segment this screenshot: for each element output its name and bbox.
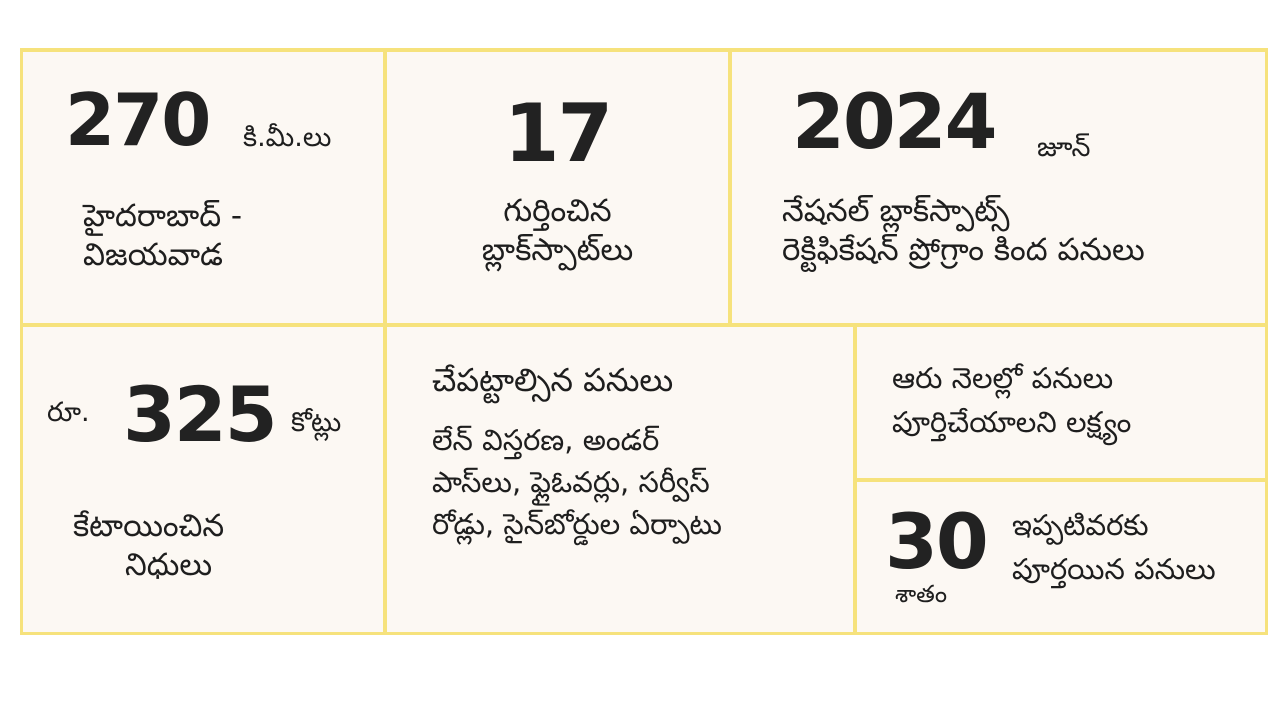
works-line1: లేన్ విస్తరణ, అండర్ <box>432 423 660 457</box>
progress-line2: పూర్తయిన పనులు <box>1012 551 1216 586</box>
works-cell: చేపట్టాల్సిన పనులు లేన్ విస్తరణ, అండర్ ప… <box>387 327 853 632</box>
route-line1: హైదరాబాద్ - <box>83 198 243 234</box>
program-cell: 2024 జూన్ నేషనల్ బ్లాక్‌స్పాట్స్ రెక్టిఫ… <box>732 52 1265 323</box>
works-list: లేన్ విస్తరణ, అండర్ పాస్‌లు, ఫ్లైఓవర్లు,… <box>432 419 722 545</box>
route-line2: విజయవాడ <box>83 236 223 273</box>
distance-route: హైదరాబాద్ - విజయవాడ <box>83 197 242 275</box>
grid-border-left <box>20 48 23 635</box>
progress-label: ఇప్పటివరకు పూర్తయిన పనులు <box>1012 504 1216 591</box>
grid-border-bottom <box>20 632 1268 635</box>
works-line3: రోడ్లు, సైన్‌బోర్డుల ఏర్పాటు <box>432 507 722 542</box>
grid-border-middle <box>20 323 1268 327</box>
distance-cell: 270 కి.మీ.లు హైదరాబాద్ - విజయవాడ <box>23 52 383 323</box>
works-heading: చేపట్టాల్సిన పనులు <box>432 361 674 399</box>
grid-divider <box>383 48 387 635</box>
progress-cell: 30 శాతం ఇప్పటివరకు పూర్తయిన పనులు <box>857 482 1265 632</box>
program-description: నేషనల్ బ్లాక్‌స్పాట్స్ రెక్టిఫికేషన్ ప్ర… <box>782 192 1145 270</box>
grid-border-right <box>1265 48 1268 635</box>
grid-divider <box>728 48 732 325</box>
target-line2: పూర్తిచేయాలని లక్ష్యం <box>892 404 1132 439</box>
progress-number: 30 <box>885 497 989 586</box>
distance-unit: కి.మీ.లు <box>243 122 332 153</box>
funds-line1: కేటాయించిన <box>73 508 225 544</box>
grid-border-top <box>20 48 1268 52</box>
funds-unit: కోట్లు <box>291 407 342 438</box>
blackspots-label: గుర్తించిన బ్లాక్‌స్పాట్‌లు <box>387 192 728 270</box>
distance-number: 270 <box>65 78 211 162</box>
funds-label: కేటాయించిన నిధులు <box>73 507 224 585</box>
funds-number: 325 <box>123 370 278 459</box>
program-line1: నేషనల్ బ్లాక్‌స్పాట్స్ <box>782 193 1010 229</box>
blackspots-line1: గుర్తించిన <box>503 193 612 229</box>
progress-line1: ఇప్పటివరకు <box>1012 508 1149 542</box>
blackspots-number: 17 <box>503 87 613 180</box>
target-text: ఆరు నెలల్లో పనులు పూర్తిచేయాలని లక్ష్యం <box>892 357 1131 444</box>
blackspots-cell: 17 గుర్తించిన బ్లాక్‌స్పాట్‌లు <box>387 52 728 323</box>
target-line1: ఆరు నెలల్లో పనులు <box>892 361 1114 395</box>
target-cell: ఆరు నెలల్లో పనులు పూర్తిచేయాలని లక్ష్యం <box>857 327 1265 478</box>
progress-unit: శాతం <box>895 580 948 608</box>
program-month: జూన్ <box>1037 132 1091 163</box>
grid-divider <box>855 478 1268 482</box>
funds-currency: రూ. <box>47 397 90 428</box>
program-year: 2024 <box>792 77 998 166</box>
funds-line2: నిధులు <box>125 546 213 583</box>
funds-cell: రూ. 325 కోట్లు కేటాయించిన నిధులు <box>23 327 383 632</box>
works-line2: పాస్‌లు, ఫ్లైఓవర్లు, సర్వీస్ <box>432 465 710 500</box>
program-line2: రెక్టిఫికేషన్ ప్రోగ్రాం కింద పనులు <box>782 231 1145 268</box>
blackspots-line2: బ్లాక్‌స్పాట్‌లు <box>481 231 634 268</box>
